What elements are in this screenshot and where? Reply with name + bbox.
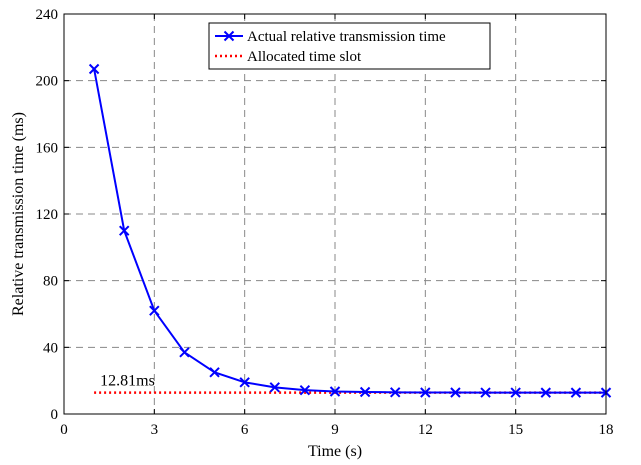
x-tick-label: 6 — [241, 422, 249, 438]
x-tick-label: 9 — [331, 422, 339, 438]
x-marker-stroke — [390, 387, 401, 398]
y-tick-label: 80 — [43, 274, 58, 290]
x-marker-stroke — [223, 30, 235, 42]
y-tick-label: 0 — [51, 407, 59, 423]
x-tick-label: 18 — [599, 422, 614, 438]
annotation-layer: 12.81ms — [100, 373, 155, 390]
data-point-marker — [209, 367, 220, 378]
x-tick-label: 15 — [508, 422, 523, 438]
y-axis-label: Relative transmission time (ms) — [10, 112, 27, 316]
x-marker-stroke — [450, 387, 461, 398]
x-marker-stroke — [149, 305, 160, 316]
data-point-marker — [450, 387, 461, 398]
x-marker-stroke — [88, 63, 100, 75]
actual-transmission-line — [93, 68, 606, 394]
y-tick-label: 40 — [43, 340, 58, 356]
data-point-marker — [359, 386, 371, 398]
x-marker-stroke — [480, 387, 491, 398]
data-point-marker — [269, 382, 280, 393]
x-marker-stroke — [179, 347, 190, 358]
x-marker-stroke — [570, 387, 582, 398]
x-marker-stroke — [329, 386, 341, 397]
y-tick-label: 200 — [36, 74, 59, 90]
series-layer — [88, 63, 612, 398]
x-marker-stroke — [299, 384, 311, 396]
legend-label: Actual relative transmission time — [247, 29, 446, 45]
x-tick-label: 12 — [418, 422, 433, 438]
data-point-marker — [510, 387, 521, 398]
legend-box — [208, 22, 491, 70]
x-axis-label: Time (s) — [308, 443, 362, 460]
y-tick-label: 240 — [36, 7, 59, 23]
x-marker-stroke — [239, 377, 250, 388]
legend-marker — [223, 30, 235, 42]
axis-ticks: 0 3 6 9 12 15 18 0 40 80 120 160 200 240 — [36, 7, 614, 438]
data-point-marker — [480, 387, 491, 398]
y-tick-label: 120 — [36, 207, 59, 223]
data-point-marker — [239, 377, 250, 388]
data-point-marker — [420, 387, 431, 398]
legend: Actual relative transmission time Allocat… — [208, 22, 491, 70]
data-point-marker — [179, 347, 190, 358]
x-marker-stroke — [540, 387, 551, 398]
data-point-marker — [299, 384, 311, 396]
legend-label: Allocated time slot — [247, 49, 362, 65]
x-marker-stroke — [510, 387, 521, 398]
data-point-marker — [329, 386, 341, 397]
x-marker-stroke — [119, 225, 130, 236]
x-marker-stroke — [209, 367, 220, 378]
data-point-marker — [540, 387, 551, 398]
data-point-marker — [149, 305, 160, 316]
data-point-marker — [88, 63, 100, 75]
x-marker-stroke — [269, 382, 280, 393]
annotation-label: 12.81ms — [100, 373, 155, 390]
x-tick-label: 0 — [60, 422, 68, 438]
x-marker-stroke — [420, 387, 431, 398]
x-tick-label: 3 — [151, 422, 159, 438]
y-tick-label: 160 — [36, 140, 59, 156]
data-point-marker — [390, 387, 401, 398]
x-marker-stroke — [359, 386, 371, 398]
data-point-marker — [119, 225, 130, 236]
grid-lines — [64, 14, 606, 414]
data-point-marker — [570, 387, 582, 398]
